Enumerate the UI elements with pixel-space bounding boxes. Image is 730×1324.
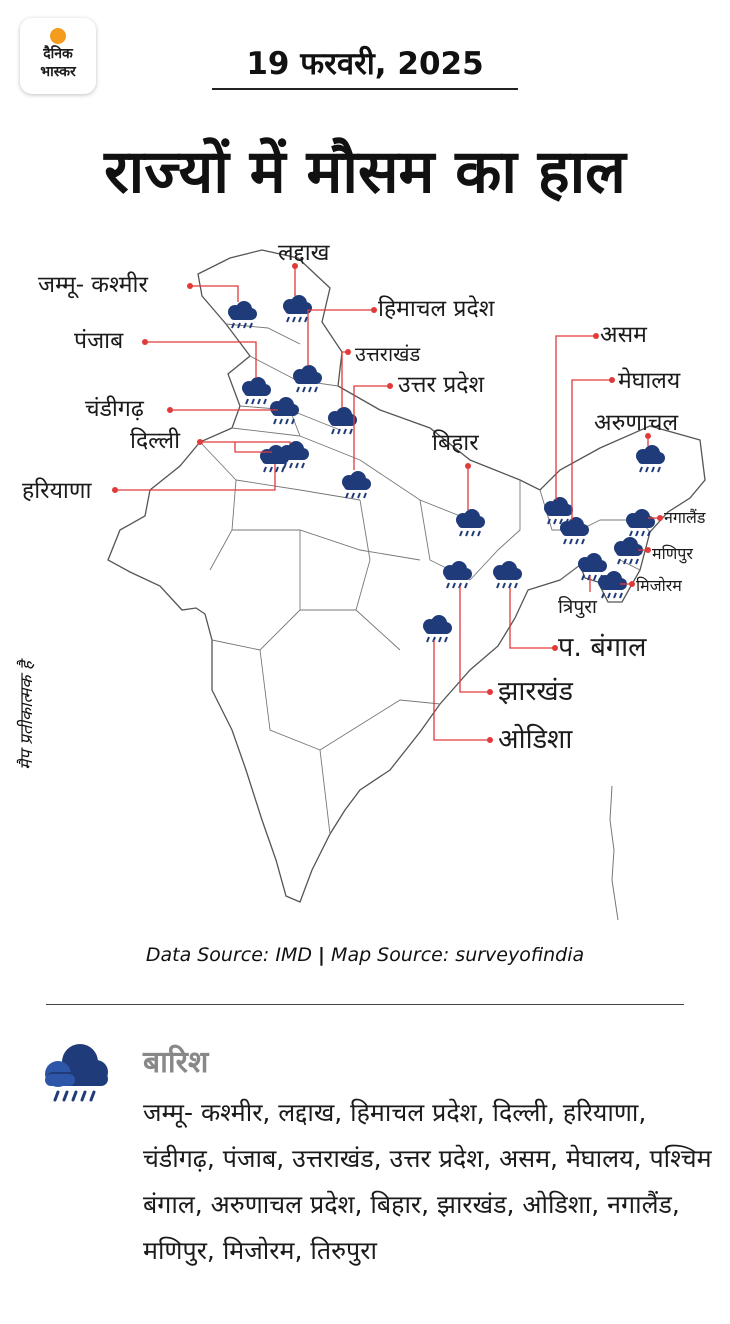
label-chandigarh: चंडीगढ़: [85, 396, 144, 422]
map-symbolic-note: मैप प्रतीकात्मक है: [17, 661, 37, 770]
source-separator: |: [318, 944, 325, 966]
logo-sun-icon: [50, 28, 66, 44]
label-uttar-pradesh: उत्तर प्रदेश: [398, 372, 485, 398]
legend-title: बारिश: [143, 1045, 209, 1080]
label-delhi: दिल्ली: [130, 428, 181, 454]
label-uttarakhand: उत्तराखंड: [355, 342, 421, 366]
label-odisha: ओडिशा: [498, 724, 573, 755]
page-title: राज्यों में मौसम का हाल: [104, 137, 626, 207]
india-map: [107, 249, 706, 921]
source-line: Data Source: IMD | Map Source: surveyofi…: [0, 944, 730, 966]
leader-lines: [115, 266, 660, 741]
label-assam: असम: [600, 322, 647, 348]
label-bihar: बिहार: [432, 430, 479, 456]
date-heading: 19 फरवरी, 2025: [246, 46, 484, 82]
label-himachal: हिमाचल प्रदेश: [378, 296, 495, 322]
andaman-islands: [609, 785, 619, 921]
logo-line-1: दैनिक: [43, 46, 73, 62]
label-west-bengal: प. बंगाल: [558, 632, 647, 663]
label-meghalaya: मेघालय: [618, 368, 681, 394]
data-source: Data Source: IMD: [145, 944, 312, 966]
label-arunachal: अरुणाचल: [594, 410, 679, 436]
section-divider: [46, 1004, 684, 1005]
label-jammu-kashmir: जम्मू- कश्मीर: [38, 272, 148, 298]
brand-logo: दैनिक भास्कर: [20, 18, 96, 94]
label-mizoram: मिजोरम: [636, 576, 682, 595]
india-outline: [107, 249, 706, 903]
logo-line-2: भास्कर: [40, 64, 76, 80]
label-punjab: पंजाब: [74, 328, 124, 354]
legend-state-list: जम्मू- कश्मीर, लद्दाख, हिमाचल प्रदेश, दि…: [143, 1098, 712, 1265]
label-ladakh: लद्दाख: [278, 240, 330, 266]
rain-cloud-icon: [45, 1044, 108, 1102]
label-nagaland: नगालैंड: [664, 508, 706, 527]
label-manipur: मणिपुर: [652, 544, 693, 563]
date-underline: [212, 88, 518, 90]
label-haryana: हरियाणा: [22, 478, 92, 504]
label-jharkhand: झारखंड: [498, 676, 573, 707]
map-source: Map Source: surveyofindia: [331, 944, 585, 966]
label-tripura: त्रिपुरा: [558, 596, 597, 618]
